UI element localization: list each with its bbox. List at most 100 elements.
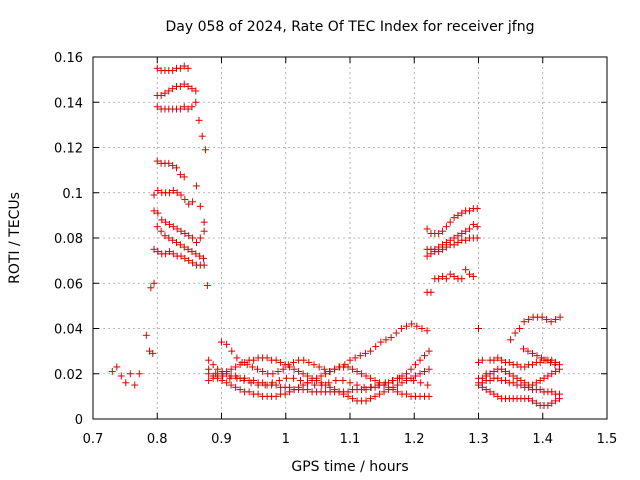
y-tick-label: 0.16: [54, 51, 83, 66]
data-point: [367, 374, 375, 382]
data-point: [290, 365, 298, 373]
data-point: [412, 361, 420, 369]
data-point: [341, 361, 349, 369]
data-point: [122, 379, 130, 387]
x-tick-label: 1: [282, 432, 290, 447]
data-point: [505, 358, 513, 366]
data-point: [200, 218, 208, 226]
data-point: [322, 370, 330, 378]
data-point: [253, 365, 261, 373]
data-point: [236, 386, 244, 394]
data-point: [184, 64, 192, 72]
data-point: [536, 377, 544, 385]
data-point: [304, 379, 312, 387]
data-point: [525, 395, 533, 403]
data-point: [185, 257, 193, 265]
data-point: [189, 234, 197, 242]
data-point: [161, 89, 169, 97]
x-tick-label: 0.9: [211, 432, 232, 447]
data-point: [513, 361, 521, 369]
data-point: [466, 207, 474, 215]
data-point: [290, 386, 298, 394]
y-tick-label: 0: [75, 413, 83, 428]
data-point: [335, 388, 343, 396]
data-point: [318, 381, 326, 389]
data-point: [180, 243, 188, 251]
data-point: [425, 365, 433, 373]
data-point: [458, 209, 466, 217]
data-point: [176, 105, 184, 113]
data-point: [188, 85, 196, 93]
data-point: [261, 381, 269, 389]
data-point: [536, 386, 544, 394]
data-point: [131, 381, 139, 389]
data-point: [360, 383, 368, 391]
data-point: [153, 157, 161, 165]
data-point: [519, 345, 527, 353]
data-point: [147, 284, 155, 292]
data-point: [346, 379, 354, 387]
data-point: [108, 367, 116, 375]
data-point: [311, 381, 319, 389]
data-point: [546, 358, 554, 366]
data-point: [525, 383, 533, 391]
data-point: [223, 340, 231, 348]
data-point: [232, 363, 240, 371]
data-point: [180, 173, 188, 181]
data-point: [490, 356, 498, 364]
data-point: [520, 318, 528, 326]
data-point: [177, 252, 185, 260]
data-point: [469, 272, 477, 280]
y-tick-label: 0.02: [54, 368, 83, 383]
data-point: [176, 64, 184, 72]
data-point: [340, 390, 348, 398]
data-point: [469, 220, 477, 228]
data-point: [165, 234, 173, 242]
data-point: [304, 386, 312, 394]
data-point: [169, 162, 177, 170]
data-point: [305, 358, 313, 366]
data-point: [498, 356, 506, 364]
data-point: [180, 103, 188, 111]
data-point: [412, 372, 420, 380]
data-point: [165, 159, 173, 167]
data-point: [418, 325, 426, 332]
data-point: [228, 347, 236, 355]
x-tick-label: 1.4: [532, 432, 553, 447]
data-point: [185, 232, 193, 240]
data-point: [295, 367, 303, 375]
data-point: [243, 361, 251, 369]
data-point: [326, 383, 334, 391]
data-point: [501, 367, 509, 375]
data-point: [552, 315, 560, 323]
data-point: [184, 245, 192, 253]
data-point: [410, 377, 418, 385]
data-point: [198, 132, 206, 140]
data-point: [374, 381, 382, 389]
data-point: [218, 338, 225, 346]
data-point: [421, 352, 429, 360]
data-point: [454, 211, 462, 219]
data-point: [450, 241, 458, 249]
data-point: [272, 381, 280, 389]
data-point: [176, 82, 184, 90]
data-point: [552, 397, 560, 405]
data-point: [203, 282, 211, 290]
data-point: [407, 365, 415, 373]
data-point: [279, 365, 287, 373]
data-point: [473, 234, 481, 242]
x-tick-label: 0.8: [147, 432, 168, 447]
data-point: [169, 67, 177, 75]
data-point: [157, 227, 165, 235]
data-point: [349, 395, 357, 403]
data-point: [356, 352, 364, 360]
data-point: [413, 322, 421, 330]
data-point: [423, 327, 431, 335]
data-point: [150, 191, 158, 199]
data-point: [450, 234, 458, 242]
data-point: [209, 374, 217, 382]
data-point: [544, 372, 552, 380]
data-point: [473, 205, 481, 213]
data-point: [254, 381, 262, 389]
data-point: [486, 388, 494, 396]
